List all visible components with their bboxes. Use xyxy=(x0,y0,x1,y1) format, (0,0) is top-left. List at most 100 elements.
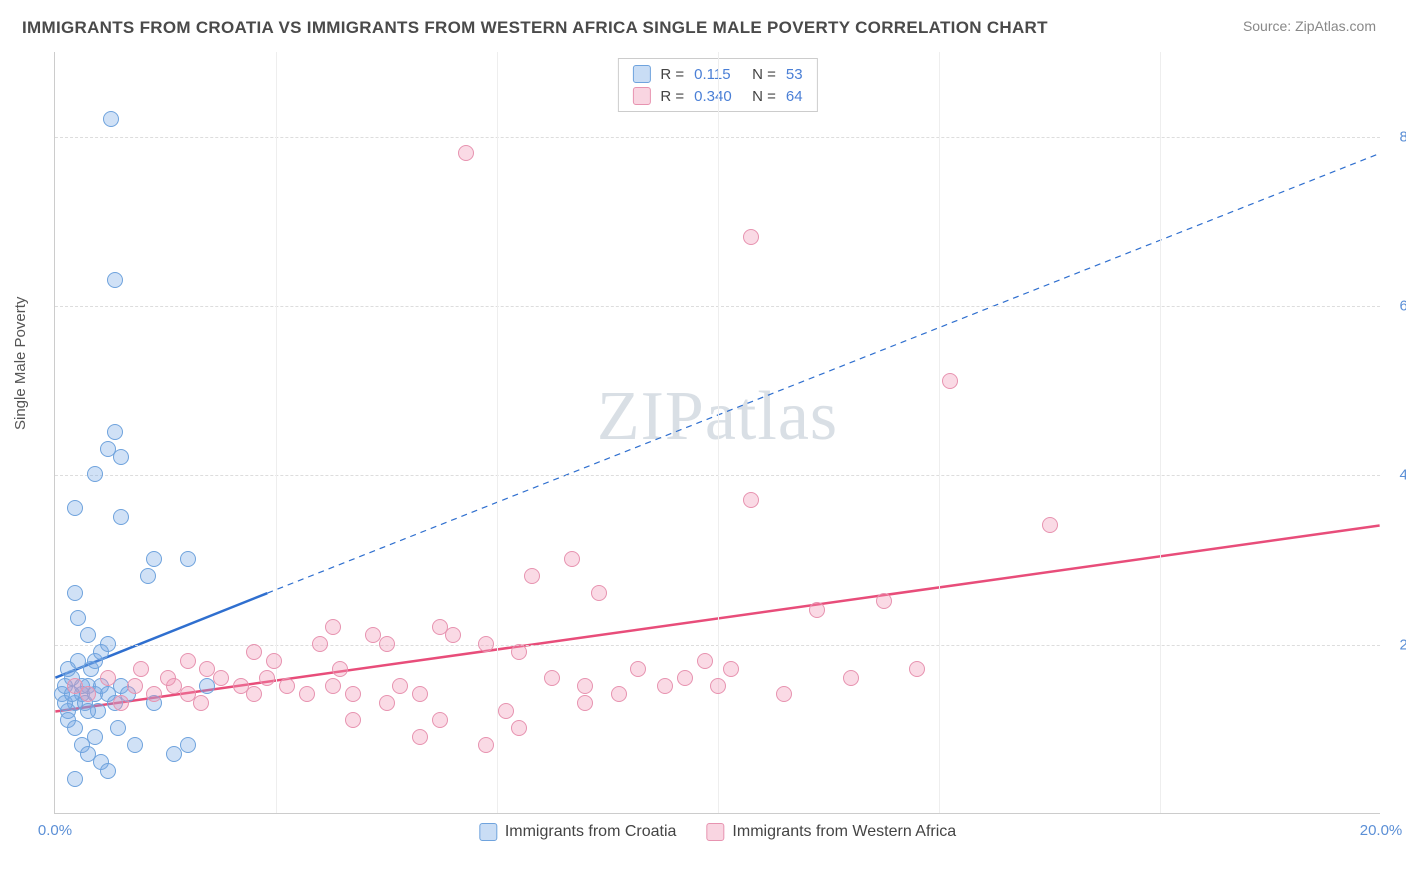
scatter-point xyxy=(127,678,143,694)
x-tick-label: 0.0% xyxy=(38,822,72,839)
scatter-point xyxy=(60,661,76,677)
scatter-point xyxy=(140,568,156,584)
scatter-point xyxy=(67,771,83,787)
scatter-point xyxy=(412,686,428,702)
scatter-point xyxy=(345,712,361,728)
scatter-point xyxy=(299,686,315,702)
y-tick-label: 80.0% xyxy=(1387,128,1406,145)
scatter-point xyxy=(67,720,83,736)
scatter-point xyxy=(259,670,275,686)
scatter-point xyxy=(909,661,925,677)
scatter-point xyxy=(146,551,162,567)
scatter-point xyxy=(325,678,341,694)
legend-label: Immigrants from Croatia xyxy=(505,823,677,841)
scatter-point xyxy=(432,712,448,728)
n-value: 64 xyxy=(786,88,803,105)
source-label: Source: ZipAtlas.com xyxy=(1243,18,1376,34)
scatter-point xyxy=(107,424,123,440)
scatter-point xyxy=(412,729,428,745)
scatter-point xyxy=(146,686,162,702)
y-tick-label: 20.0% xyxy=(1387,636,1406,653)
y-tick-label: 40.0% xyxy=(1387,467,1406,484)
n-label: N = xyxy=(752,66,776,83)
scatter-point xyxy=(458,145,474,161)
scatter-point xyxy=(776,686,792,702)
scatter-point xyxy=(677,670,693,686)
y-tick-label: 60.0% xyxy=(1387,298,1406,315)
scatter-point xyxy=(591,585,607,601)
scatter-point xyxy=(332,661,348,677)
scatter-point xyxy=(630,661,646,677)
legend-item: Immigrants from Croatia xyxy=(479,823,677,841)
scatter-point xyxy=(345,686,361,702)
scatter-point xyxy=(524,568,540,584)
scatter-point xyxy=(127,737,143,753)
scatter-point xyxy=(511,644,527,660)
scatter-point xyxy=(392,678,408,694)
scatter-point xyxy=(312,636,328,652)
scatter-point xyxy=(180,653,196,669)
scatter-point xyxy=(80,703,96,719)
legend-label: Immigrants from Western Africa xyxy=(732,823,956,841)
r-label: R = xyxy=(660,88,684,105)
scatter-point xyxy=(113,449,129,465)
legend-series: Immigrants from Croatia Immigrants from W… xyxy=(479,823,956,841)
legend-swatch xyxy=(706,823,724,841)
legend-item: Immigrants from Western Africa xyxy=(706,823,956,841)
scatter-point xyxy=(180,737,196,753)
scatter-point xyxy=(1042,517,1058,533)
scatter-point xyxy=(246,686,262,702)
scatter-point xyxy=(180,551,196,567)
scatter-point xyxy=(657,678,673,694)
scatter-point xyxy=(70,610,86,626)
gridline-v xyxy=(276,52,277,813)
scatter-point xyxy=(113,695,129,711)
scatter-point xyxy=(379,636,395,652)
scatter-point xyxy=(876,593,892,609)
scatter-point xyxy=(577,695,593,711)
r-label: R = xyxy=(660,66,684,83)
scatter-point xyxy=(445,627,461,643)
scatter-point xyxy=(611,686,627,702)
scatter-point xyxy=(723,661,739,677)
scatter-point xyxy=(67,500,83,516)
scatter-point xyxy=(67,585,83,601)
scatter-point xyxy=(564,551,580,567)
scatter-point xyxy=(100,636,116,652)
scatter-point xyxy=(498,703,514,719)
scatter-point xyxy=(511,720,527,736)
legend-swatch xyxy=(632,87,650,105)
scatter-point xyxy=(279,678,295,694)
scatter-point xyxy=(193,695,209,711)
scatter-point xyxy=(87,466,103,482)
gridline-v xyxy=(1160,52,1161,813)
x-tick-label: 20.0% xyxy=(1360,822,1403,839)
scatter-point xyxy=(100,670,116,686)
scatter-point xyxy=(743,229,759,245)
legend-swatch xyxy=(479,823,497,841)
scatter-point xyxy=(942,373,958,389)
n-value: 53 xyxy=(786,66,803,83)
scatter-point xyxy=(266,653,282,669)
gridline-v xyxy=(497,52,498,813)
scatter-point xyxy=(843,670,859,686)
scatter-point xyxy=(325,619,341,635)
scatter-point xyxy=(133,661,149,677)
plot-area: ZIPatlas R =0.115N =53R =0.340N =64 Immi… xyxy=(54,52,1380,814)
scatter-point xyxy=(100,763,116,779)
scatter-point xyxy=(544,670,560,686)
scatter-point xyxy=(478,737,494,753)
scatter-point xyxy=(213,670,229,686)
scatter-point xyxy=(87,729,103,745)
scatter-point xyxy=(199,661,215,677)
scatter-point xyxy=(710,678,726,694)
scatter-point xyxy=(103,111,119,127)
gridline-v xyxy=(939,52,940,813)
scatter-point xyxy=(809,602,825,618)
scatter-point xyxy=(80,686,96,702)
scatter-point xyxy=(80,627,96,643)
scatter-point xyxy=(478,636,494,652)
scatter-point xyxy=(113,509,129,525)
scatter-point xyxy=(110,720,126,736)
chart-title: IMMIGRANTS FROM CROATIA VS IMMIGRANTS FR… xyxy=(22,18,1048,38)
